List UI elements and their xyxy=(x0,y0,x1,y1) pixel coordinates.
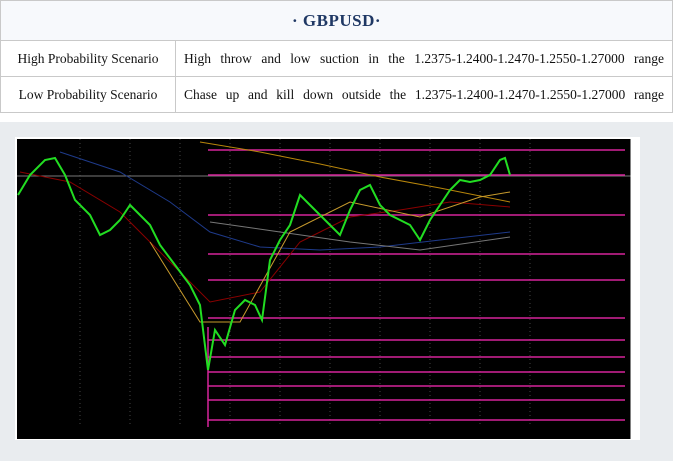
moving-average xyxy=(209,221,511,251)
chart-area xyxy=(17,139,631,439)
scenario-label: High Probability Scenario xyxy=(0,40,176,77)
title: · GBPUSD· xyxy=(0,0,673,41)
table-row: High Probability Scenario High throw and… xyxy=(0,40,673,77)
scenario-table: High Probability Scenario High throw and… xyxy=(0,40,673,113)
chart-grid xyxy=(79,139,531,427)
moving-average xyxy=(149,191,511,323)
moving-average xyxy=(199,141,511,203)
scenario-text: High throw and low suction in the 1.2375… xyxy=(175,40,673,77)
chart-image xyxy=(0,122,673,461)
table-row: Low Probability Scenario Chase up and ki… xyxy=(0,76,673,113)
moving-average xyxy=(19,171,511,303)
moving-average xyxy=(59,151,511,251)
price-path xyxy=(17,156,511,371)
scenario-text: Chase up and kill down outside the 1.237… xyxy=(175,76,673,113)
scenario-label: Low Probability Scenario xyxy=(0,76,176,113)
price-axis xyxy=(630,139,635,439)
